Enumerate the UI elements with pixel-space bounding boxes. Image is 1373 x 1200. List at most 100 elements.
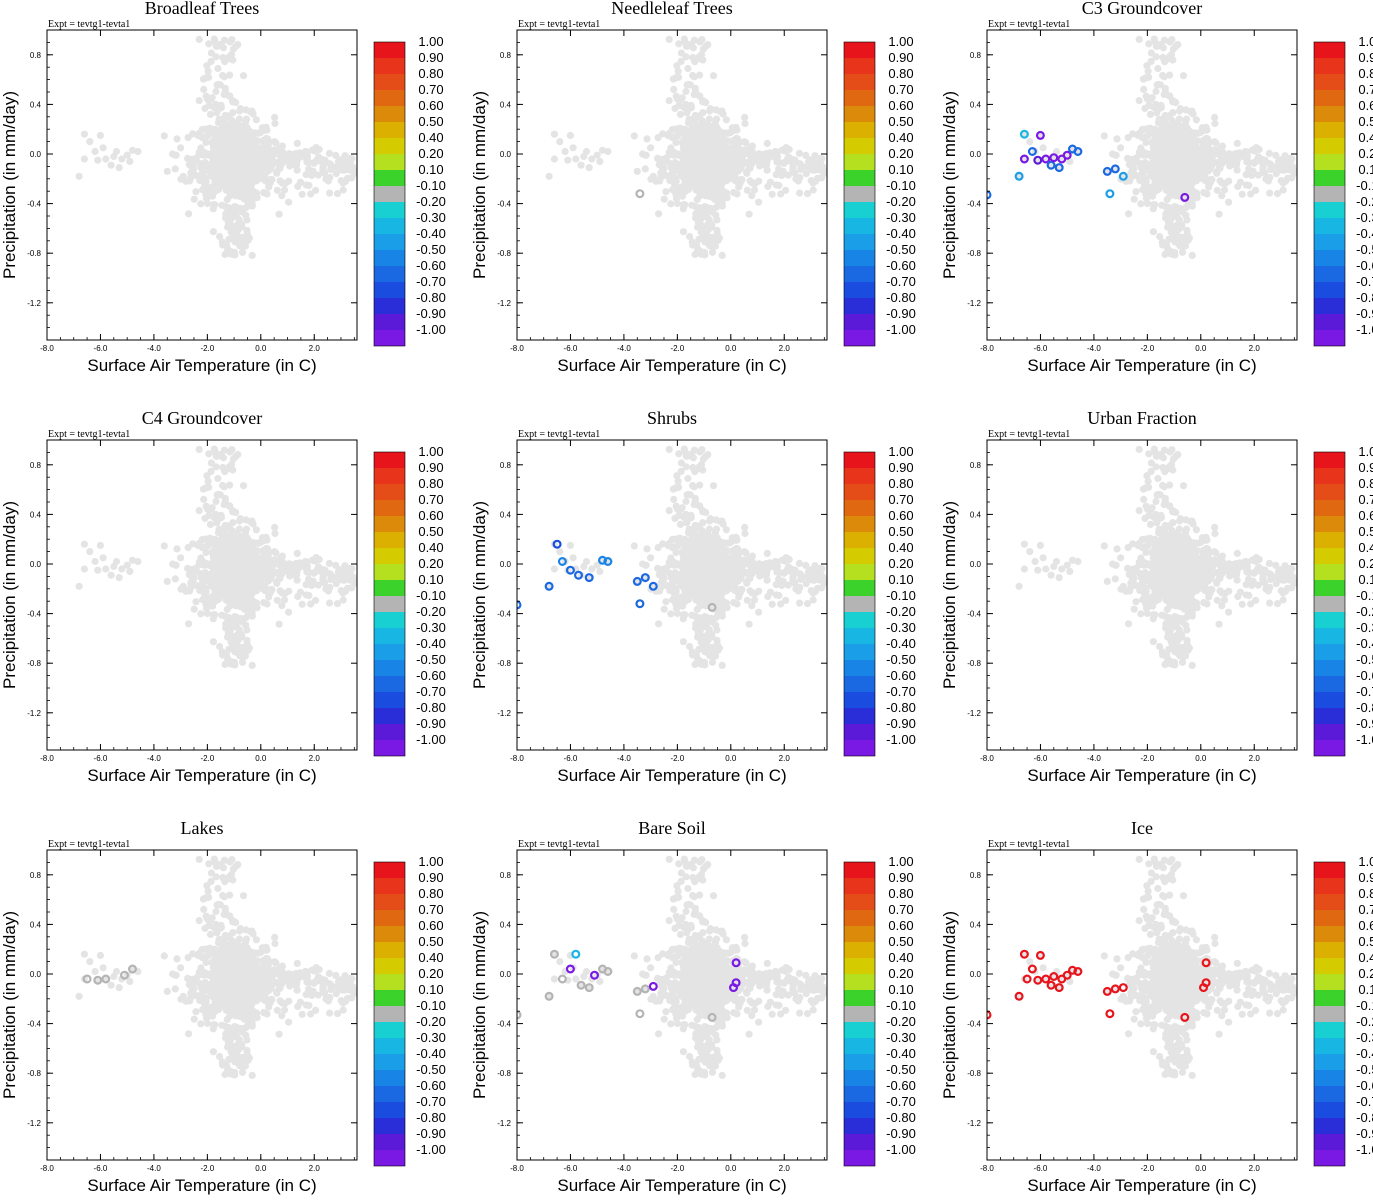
background-point	[675, 101, 683, 109]
x-tick-label: 2.0	[1249, 344, 1261, 353]
background-point	[1172, 133, 1180, 141]
background-point	[676, 110, 685, 118]
colorbar-swatch	[374, 660, 405, 676]
colorbar-swatch	[1314, 266, 1345, 282]
background-point	[755, 198, 763, 206]
background-point	[293, 166, 301, 174]
background-point	[1140, 85, 1148, 93]
background-point	[1272, 151, 1280, 159]
colorbar-swatch	[374, 580, 405, 596]
background-point	[273, 596, 281, 604]
background-point	[684, 64, 692, 73]
colorbar-swatch	[844, 154, 875, 170]
colorbar-swatch	[844, 58, 875, 74]
background-point	[285, 198, 293, 206]
colorbar-swatch	[374, 58, 405, 74]
background-point	[211, 551, 220, 559]
colorbar: 1.000.900.800.700.600.500.400.200.10-0.1…	[373, 444, 446, 757]
background-point	[1170, 249, 1178, 257]
colorbar-label: 0.40	[418, 130, 443, 145]
y-tick-label: -0.8	[27, 659, 41, 668]
background-point	[163, 577, 171, 586]
background-point	[1149, 163, 1158, 172]
colorbar-label: -0.80	[1356, 290, 1373, 305]
background-point	[223, 214, 232, 222]
background-point	[702, 133, 710, 141]
background-point	[572, 155, 580, 163]
background-point	[677, 49, 686, 57]
background-point	[219, 463, 227, 472]
background-point	[221, 202, 229, 210]
background-point	[1225, 198, 1233, 206]
colorbar: 1.000.900.800.700.600.500.400.200.10-0.1…	[1313, 34, 1373, 347]
background-point	[726, 156, 734, 164]
highlight-point	[1019, 129, 1029, 139]
background-point	[220, 149, 228, 157]
background-point	[207, 467, 215, 475]
background-point	[195, 507, 203, 515]
background-point	[207, 57, 215, 65]
background-point	[1281, 177, 1290, 185]
background-point	[1178, 248, 1187, 256]
background-point	[679, 163, 688, 172]
background-point	[214, 119, 223, 127]
colorbar-swatch	[1314, 314, 1345, 330]
background-point	[1218, 192, 1226, 200]
colorbar-label: 0.10	[888, 162, 913, 177]
background-point	[1100, 132, 1108, 140]
background-point	[1181, 242, 1189, 250]
background-point	[1248, 146, 1256, 154]
background-point	[333, 600, 342, 608]
colorbar-swatch	[1314, 202, 1345, 218]
background-point	[296, 151, 304, 160]
background-point	[234, 532, 242, 540]
background-point	[289, 561, 297, 569]
background-point	[134, 147, 142, 156]
colorbar-swatch	[1314, 330, 1345, 346]
background-point	[190, 605, 198, 613]
background-point	[1220, 186, 1229, 194]
background-point	[216, 181, 224, 189]
colorbar-swatch	[374, 154, 405, 170]
background-point	[1193, 189, 1201, 197]
background-point	[213, 173, 222, 181]
background-point	[716, 168, 724, 176]
background-point	[699, 98, 707, 106]
x-tick-label: -6.0	[94, 344, 108, 353]
background-point	[326, 189, 334, 197]
background-point	[630, 542, 638, 550]
background-point	[709, 193, 717, 201]
background-point	[235, 590, 243, 598]
background-point	[755, 177, 763, 185]
background-point	[778, 146, 787, 154]
background-point	[327, 575, 335, 584]
colorbar-label: -0.50	[886, 242, 916, 257]
colorbar-swatch	[844, 218, 875, 234]
background-point	[1109, 150, 1117, 158]
background-point	[185, 210, 193, 218]
colorbar-label: -0.60	[416, 668, 446, 683]
colorbar-swatch	[374, 74, 405, 90]
colorbar-swatch	[844, 106, 875, 122]
background-point	[763, 139, 771, 147]
background-point	[593, 151, 601, 159]
background-point	[275, 557, 283, 565]
colorbar-swatch	[844, 186, 875, 202]
x-tick-label: -6.0	[564, 344, 578, 353]
background-point	[681, 141, 690, 149]
background-point	[696, 71, 704, 79]
colorbar-label: 0.90	[1358, 50, 1373, 65]
background-point	[766, 151, 774, 160]
background-point	[1132, 154, 1140, 162]
background-point	[718, 202, 726, 210]
background-point	[245, 234, 253, 242]
background-point	[652, 177, 660, 185]
background-point	[681, 201, 689, 209]
colorbar-swatch	[374, 42, 405, 58]
background-point	[1169, 98, 1177, 106]
background-point	[226, 71, 234, 79]
background-point	[743, 186, 751, 194]
background-point	[211, 181, 219, 189]
background-point	[564, 156, 572, 164]
